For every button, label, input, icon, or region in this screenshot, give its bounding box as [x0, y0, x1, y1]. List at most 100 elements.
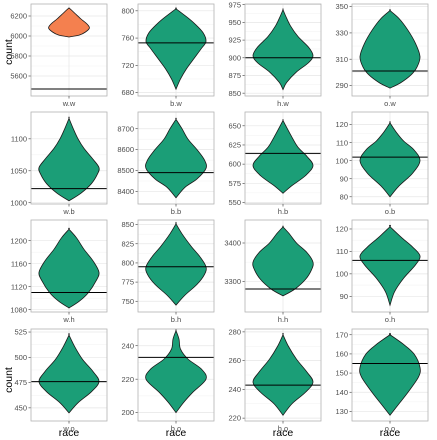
y-tick-label: 1080 — [10, 305, 27, 314]
panel-b.b: 8400 8500 8600 8700 b.b — [117, 111, 215, 216]
x-axis-title-col-3: race — [273, 427, 294, 439]
x-tick-label: b.w — [170, 99, 182, 108]
panel-w.b: 1000 1050 1100 w.b — [10, 111, 108, 216]
x-tick-label: h.w — [277, 99, 289, 108]
y-tick-label: 450 — [14, 403, 27, 412]
y-tick-label: 8700 — [117, 124, 134, 133]
y-tick-label: 1000 — [10, 198, 27, 207]
y-tick-label: 600 — [228, 160, 241, 169]
y-tick-label: 475 — [14, 378, 27, 387]
panel-w.w: 5600 5800 6000 6200 w.w — [10, 3, 108, 108]
y-tick-label: 1100 — [11, 134, 27, 143]
y-tick-label: 90 — [340, 174, 348, 183]
violin-h.w — [252, 8, 314, 91]
y-tick-label: 240 — [228, 385, 241, 394]
y-tick-label: 750 — [121, 297, 134, 306]
panel-h.h: 3300 3400 h.h — [224, 219, 322, 324]
panel-b.w: 680 720 760 800 b.w — [121, 3, 215, 108]
violin-h.h — [252, 225, 314, 297]
y-tick-label: 110 — [336, 138, 348, 147]
y-tick-label: 120 — [335, 120, 348, 129]
y-tick-label: 280 — [228, 327, 241, 336]
y-tick-label: 925 — [228, 36, 241, 45]
violin-b.w — [145, 7, 207, 91]
violin-h.b — [252, 119, 314, 194]
y-axis-title-row-1: count — [3, 39, 15, 65]
y-tick-label: 100 — [335, 156, 348, 165]
y-tick-label: 3400 — [224, 239, 241, 248]
y-tick-label: 330 — [335, 29, 348, 38]
panel-o.w: 290 310 330 350 o.w — [335, 2, 429, 108]
x-tick-label: o.h — [385, 315, 395, 324]
y-tick-label: 8400 — [117, 187, 134, 196]
violin-b.o — [145, 329, 207, 414]
x-tick-label: h.h — [278, 315, 288, 324]
y-tick-label: 1200 — [10, 236, 27, 245]
panel-b.o: 200 220 240 b.o — [121, 328, 215, 433]
y-tick-label: 8600 — [117, 145, 134, 154]
x-tick-label: b.o — [171, 424, 181, 433]
y-tick-label: 170 — [335, 330, 348, 339]
y-tick-label: 220 — [121, 375, 134, 384]
violin-h.o — [252, 332, 314, 416]
y-tick-label: 800 — [121, 6, 134, 15]
x-tick-label: h.b — [278, 207, 288, 216]
panel-h.b: 550 575 600 625 650 h.b — [228, 111, 322, 216]
x-tick-label: b.h — [171, 315, 181, 324]
y-tick-label: 200 — [121, 408, 134, 417]
violin-o.w — [359, 9, 421, 89]
y-tick-label: 850 — [121, 220, 134, 229]
violin-w.b — [38, 116, 100, 202]
y-axis-title-row-4: count — [3, 367, 15, 393]
violin-b.b — [145, 117, 207, 199]
y-tick-label: 310 — [335, 55, 348, 64]
y-tick-label: 350 — [335, 2, 348, 11]
y-tick-label: 6200 — [10, 12, 27, 21]
x-tick-label: o.o — [385, 424, 395, 433]
panel-b.h: 750 775 800 825 850 b.h — [121, 219, 215, 324]
panel-o.h: 90 100 110 120 o.h — [335, 219, 429, 324]
y-tick-label: 500 — [14, 353, 27, 362]
y-tick-label: 900 — [228, 53, 241, 62]
x-tick-label: h.o — [278, 424, 288, 433]
y-tick-label: 120 — [335, 225, 348, 234]
x-tick-label: b.b — [171, 207, 181, 216]
y-tick-label: 100 — [335, 269, 348, 278]
violin-b.h — [145, 222, 207, 306]
y-tick-label: 1050 — [10, 166, 27, 175]
y-tick-label: 950 — [228, 18, 241, 27]
panel-h.w: 850 875 900 925 950 975 h.w — [228, 0, 322, 108]
y-tick-label: 760 — [121, 34, 134, 43]
y-tick-label: 800 — [121, 259, 134, 268]
y-tick-label: 775 — [121, 278, 134, 287]
y-tick-label: 110 — [336, 247, 348, 256]
y-tick-label: 680 — [121, 88, 134, 97]
y-tick-label: 260 — [228, 356, 241, 365]
y-tick-label: 290 — [335, 81, 348, 90]
y-tick-label: 575 — [228, 179, 241, 188]
violin-w.o — [38, 333, 100, 414]
y-tick-label: 220 — [228, 414, 241, 423]
x-tick-label: o.w — [384, 99, 396, 108]
violin-o.h — [359, 224, 421, 307]
y-tick-label: 6000 — [10, 32, 27, 41]
y-tick-label: 5600 — [10, 72, 27, 81]
x-tick-label: w.o — [62, 424, 74, 433]
panel-o.b: 80 90 100 110 120 o.b — [335, 111, 429, 216]
violin-w.w — [48, 7, 90, 38]
violin-o.o — [359, 333, 421, 416]
y-tick-label: 240 — [121, 341, 134, 350]
y-tick-label: 650 — [228, 121, 241, 130]
y-tick-label: 160 — [335, 350, 348, 359]
y-tick-label: 3300 — [224, 277, 241, 286]
y-tick-label: 1120 — [11, 282, 27, 291]
panel-w.h: 1080 1120 1160 1200 w.h — [10, 219, 108, 324]
y-tick-label: 850 — [228, 89, 241, 98]
y-tick-label: 625 — [228, 141, 241, 150]
y-tick-label: 720 — [121, 61, 134, 70]
x-tick-label: w.w — [62, 99, 76, 108]
x-axis-title-col-1: race — [59, 427, 80, 439]
y-tick-label: 825 — [121, 239, 134, 248]
y-tick-label: 150 — [335, 369, 348, 378]
